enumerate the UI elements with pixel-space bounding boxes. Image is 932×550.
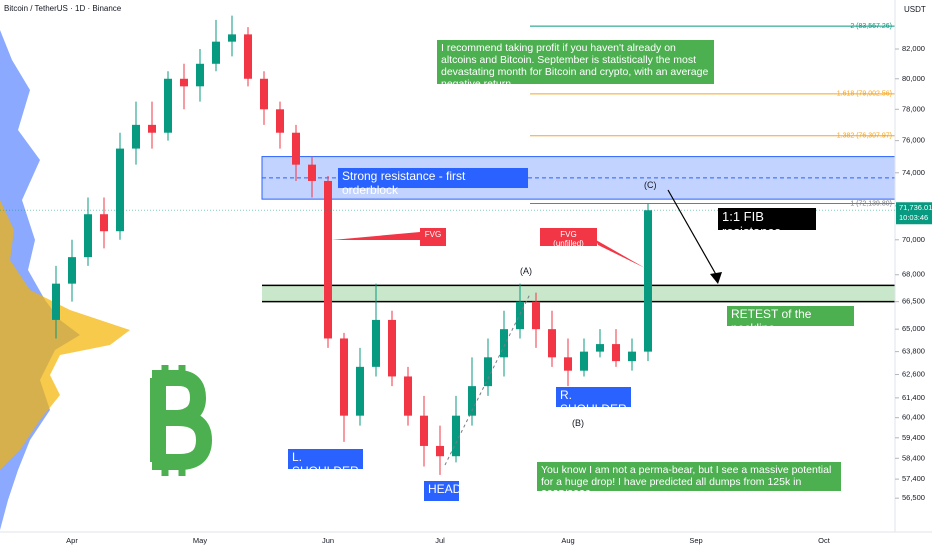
- fib-label: 1 (72,139.80): [850, 200, 892, 207]
- fib-label: 2 (83,567.26): [850, 23, 892, 30]
- y-tick-label: 68,000: [902, 270, 925, 279]
- y-tick-label: 60,400: [902, 413, 925, 422]
- annotation-blue: HEAD: [424, 481, 461, 501]
- annotation-green: You know I am not a perma-bear, but I se…: [537, 462, 841, 500]
- candle-body: [340, 338, 348, 416]
- annotation-plain: (A): [520, 266, 532, 276]
- candle-body: [244, 34, 252, 79]
- candle-body: [516, 301, 524, 330]
- x-tick-label: May: [193, 536, 207, 545]
- candle-body: [180, 78, 188, 87]
- x-tick-label: Sep: [689, 536, 702, 545]
- candle-body: [228, 34, 236, 42]
- last-price-label: 71,736.01: [899, 203, 932, 212]
- y-tick-label: 59,400: [902, 433, 925, 442]
- candle-body: [612, 344, 620, 362]
- annotation-plain: (C): [644, 180, 657, 190]
- candle-body: [212, 41, 220, 64]
- y-tick-label: 74,000: [902, 168, 925, 177]
- candle-body: [52, 283, 60, 320]
- candle-body: [84, 214, 92, 258]
- candle-body: [260, 78, 268, 110]
- bitcoin-logo: [150, 370, 212, 470]
- fvg-pointer: [332, 232, 420, 240]
- y-tick-label: 56,500: [902, 493, 925, 502]
- y-tick-label: 78,000: [902, 104, 925, 113]
- bitcoin-logo-ticks: [161, 365, 186, 476]
- projection-arrow-head: [710, 272, 722, 284]
- candle-body: [420, 415, 428, 446]
- neckline-zone: [262, 285, 895, 302]
- candle-body: [628, 351, 636, 362]
- y-tick-label: 82,000: [902, 44, 925, 53]
- trend-dashed-line: [444, 293, 531, 466]
- candle-body: [452, 415, 460, 457]
- y-tick-label: 65,000: [902, 324, 925, 333]
- x-tick-label: Aug: [561, 536, 574, 545]
- candle-body: [100, 214, 108, 232]
- y-tick-label: 76,000: [902, 136, 925, 145]
- x-tick-label: Jul: [435, 536, 445, 545]
- annotation-green: RETEST of the neckline: [727, 306, 854, 335]
- candle-body: [276, 109, 284, 133]
- currency-label: USDT: [904, 5, 926, 14]
- annotation-red: FVG (unfilled): [540, 228, 597, 248]
- candle-body: [468, 386, 476, 416]
- x-tick-label: Oct: [818, 536, 831, 545]
- fvg-unfilled-pointer: [596, 240, 645, 268]
- candle-body: [500, 329, 508, 358]
- annotation-red: FVG: [420, 228, 446, 246]
- annotation-blue: Strong resistance - first orderblock: [338, 168, 528, 197]
- candle-body: [196, 63, 204, 87]
- candle-body: [548, 329, 556, 358]
- candle-body: [484, 357, 492, 387]
- candle-body: [292, 132, 300, 165]
- annotation-blue: R. SHOULDER: [556, 387, 631, 416]
- candle-body: [164, 78, 172, 133]
- candle-body: [404, 376, 412, 416]
- chart-title: Bitcoin / TetherUS · 1D · Binance: [4, 4, 122, 13]
- y-tick-label: 66,500: [902, 297, 925, 306]
- annotation-blue: L. SHOULDER: [288, 449, 363, 478]
- annotation-plain: (B): [572, 418, 584, 428]
- volume-profile-yellow: [0, 200, 130, 470]
- candle-body: [356, 366, 364, 416]
- x-tick-label: Apr: [66, 536, 78, 545]
- y-tick-label: 62,600: [902, 370, 925, 379]
- candle-body: [372, 319, 380, 367]
- x-tick-label: Jun: [322, 536, 334, 545]
- candle-body: [132, 124, 140, 149]
- y-tick-label: 80,000: [902, 74, 925, 83]
- candle-body: [564, 357, 572, 371]
- y-tick-label: 58,400: [902, 453, 925, 462]
- candle-body: [436, 445, 444, 457]
- y-tick-label: 70,000: [902, 235, 925, 244]
- candle-body: [596, 344, 604, 352]
- candle-body: [532, 301, 540, 330]
- annotation-green: I recommend taking profit if you haven't…: [437, 40, 714, 90]
- projection-arrow: [667, 189, 719, 279]
- last-price-box: [896, 202, 932, 225]
- y-tick-label: 63,800: [902, 347, 925, 356]
- timer-label: 10:03:46: [899, 213, 928, 222]
- candle-body: [324, 180, 332, 339]
- annotation-black: 1:1 FIB resistance: [718, 208, 816, 239]
- candle-body: [580, 351, 588, 371]
- fib-label: 1.618 (79,002.56): [837, 91, 892, 98]
- fib-label: 1.382 (76,307.97): [837, 133, 892, 140]
- candle-body: [68, 257, 76, 284]
- candle-body: [388, 319, 396, 377]
- y-tick-label: 61,400: [902, 393, 925, 402]
- candle-body: [148, 124, 156, 133]
- candle-body: [116, 148, 124, 232]
- candle-body: [308, 164, 316, 181]
- y-tick-label: 57,400: [902, 474, 925, 483]
- candle-body: [644, 210, 652, 352]
